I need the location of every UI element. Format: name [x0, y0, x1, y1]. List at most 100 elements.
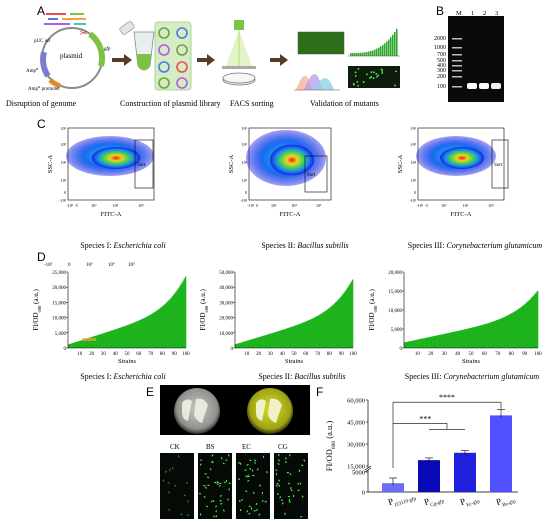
strain-bar — [127, 325, 129, 348]
strain-bar — [68, 344, 70, 348]
strain-bar — [135, 321, 137, 348]
fluorescent-cell — [215, 505, 218, 508]
species-caption-c3: Species III: Corynebacterium glutamicum — [407, 241, 543, 250]
strain-bar — [418, 339, 421, 348]
panel-a-schematic: plasmid pUC ori gfp AmpR AmpR promoter ✂ — [6, 13, 400, 108]
fluorescent-cell — [251, 469, 254, 472]
strain-bar — [408, 341, 410, 348]
process-arrows — [112, 54, 288, 66]
fluorescent-cell — [239, 499, 241, 503]
y-tick-label: 10⁵ — [411, 142, 417, 147]
fluorescent-cell — [200, 513, 202, 516]
strain-bar — [96, 335, 98, 348]
fluorescent-cell — [211, 454, 214, 457]
x-tick-label: 10³ — [91, 203, 97, 208]
strain-bar — [319, 314, 322, 348]
strain-bar — [442, 334, 445, 348]
ladder-band — [452, 47, 462, 49]
strain-bar — [149, 314, 151, 348]
strain-bar — [511, 313, 513, 348]
strain-bar — [500, 318, 503, 348]
strain-bar — [124, 325, 127, 348]
mini-cell — [381, 69, 384, 72]
fluorescent-cell — [205, 486, 207, 489]
strain-bar — [156, 310, 158, 348]
fluorescent-cell — [237, 478, 241, 480]
fluorescent-cell — [246, 464, 249, 466]
fluorescent-cell — [218, 485, 222, 487]
strain-bar — [273, 332, 276, 348]
mini-cell — [362, 81, 365, 83]
axis-break — [364, 465, 372, 471]
sort-gate-label: Sort — [137, 163, 146, 168]
strain-bar — [342, 294, 344, 348]
x-tick-label: 80 — [327, 352, 333, 357]
strain-bar — [519, 307, 521, 348]
x-tick-label: 30 — [101, 352, 107, 357]
fluorescent-cell — [223, 481, 227, 483]
species-caption-d3: Species III: Corynebacterium glutamicum — [404, 372, 540, 381]
fluorescent-cell — [290, 486, 292, 490]
fluorescent-cell — [227, 498, 229, 501]
strain-bar — [256, 337, 258, 348]
mini-cell — [369, 77, 372, 79]
y-axis-label: FI/OD600 (a.u.) — [32, 289, 42, 331]
fluorescent-cell — [258, 484, 261, 487]
y-tick-label: 25,000 — [52, 271, 66, 276]
strain-bar — [77, 341, 79, 348]
strain-bar — [532, 295, 535, 348]
strain-bar — [240, 342, 243, 348]
strain-bar — [134, 322, 136, 348]
strain-bar — [157, 309, 160, 348]
mini-cell — [375, 73, 378, 75]
strain-bar — [429, 336, 432, 348]
mini-cell — [354, 75, 357, 77]
strain-bar — [349, 283, 351, 348]
mini-bar — [360, 52, 362, 56]
x-tick-label: 100 — [182, 352, 190, 357]
x-tick-label: 80 — [509, 352, 515, 357]
strain-bar — [466, 328, 469, 348]
strain-bar — [130, 323, 133, 348]
strain-bar — [177, 288, 180, 348]
mini-bar — [386, 41, 388, 56]
strain-bar — [104, 332, 107, 348]
fluorescent-cell — [253, 491, 255, 494]
y-tick-label: 10,000 — [388, 309, 402, 314]
fluorescent-cell — [278, 453, 280, 457]
fluorescent-cell — [277, 463, 280, 465]
strain-bar — [337, 299, 340, 348]
sort-gate — [304, 155, 328, 193]
strain-bar — [311, 318, 314, 348]
strain-bar — [95, 335, 97, 348]
strain-bar — [175, 291, 177, 348]
fluorescent-cell — [213, 515, 215, 518]
strain-bar — [259, 336, 262, 348]
lane-label-3: 3 — [495, 10, 498, 17]
y-tick-label: -10³ — [240, 198, 247, 203]
density-core — [440, 147, 484, 169]
fluorescent-cell — [172, 467, 174, 470]
ladder-label: 1000 — [434, 45, 446, 51]
mini-bar — [394, 31, 396, 56]
strain-bar — [332, 304, 335, 348]
strain-bar — [341, 295, 343, 348]
strain-bar — [521, 305, 524, 348]
y-tick-label: 5,000 — [55, 332, 67, 337]
x-tick-label: 10⁵ — [488, 203, 494, 208]
fluorescent-cell — [239, 462, 242, 465]
x-tick-label: PBs-gfp — [495, 492, 517, 510]
strain-bar — [465, 328, 468, 348]
strain-bar — [178, 286, 181, 348]
fluorescent-cell — [207, 484, 210, 486]
strain-bar — [174, 293, 176, 348]
mini-bar — [364, 52, 366, 56]
strain-bar — [492, 321, 495, 348]
strain-bar — [424, 338, 426, 348]
x-axis-label: Strains — [118, 358, 137, 365]
strain-bar — [469, 327, 472, 348]
x-tick-label: 10⁴ — [291, 203, 297, 208]
strain-bar — [491, 321, 493, 348]
x-tick-label: 50 — [469, 352, 475, 357]
